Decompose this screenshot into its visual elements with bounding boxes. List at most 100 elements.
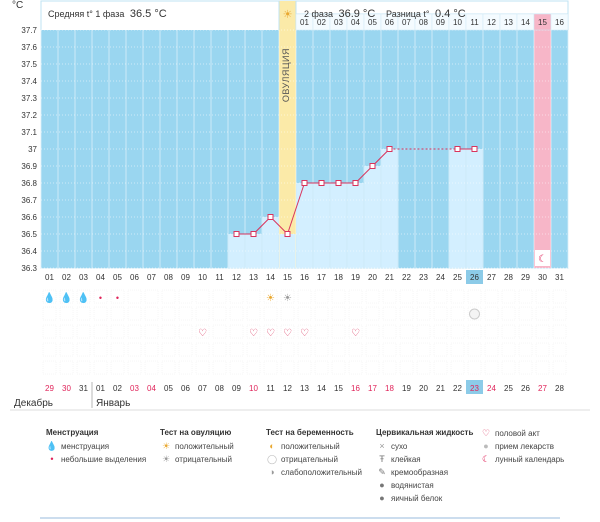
cycle-day-label: 16	[300, 273, 309, 282]
symbol-cell	[365, 360, 380, 375]
symbol-cell	[382, 324, 397, 339]
gray-sun-icon: ☀	[161, 454, 171, 464]
top-day-label: 05	[368, 18, 377, 27]
calendar-date: 01	[96, 384, 105, 393]
calendar-date: 15	[334, 384, 343, 393]
symbol-cell	[331, 360, 346, 375]
symbol-cell	[552, 342, 567, 357]
calendar-date: 03	[130, 384, 139, 393]
y-tick-label: 37.7	[21, 26, 37, 35]
symbol-cell	[280, 289, 295, 304]
symbol-cell	[365, 306, 380, 321]
symbol-cell	[365, 342, 380, 357]
symbol-cell	[382, 289, 397, 304]
temperature-point	[318, 180, 325, 186]
symbol-cell	[195, 342, 210, 357]
symbol-cell	[433, 360, 448, 375]
symbol-cell	[416, 324, 431, 339]
top-day-label: 10	[453, 18, 462, 27]
symbol-cell	[501, 342, 516, 357]
symbol-cell	[178, 324, 193, 339]
symbol-cell	[297, 289, 312, 304]
temperature-point	[454, 146, 461, 152]
symbol-cell	[144, 289, 159, 304]
symbol-cell	[450, 306, 465, 321]
spotting-icon: •	[99, 293, 102, 303]
month-january: Январь	[96, 398, 131, 409]
symbol-cell	[552, 306, 567, 321]
cycle-day-label: 23	[419, 273, 428, 282]
symbol-cell	[212, 306, 227, 321]
cycle-day-label: 30	[538, 273, 547, 282]
cycle-day-label: 10	[198, 273, 207, 282]
watery-icon: ●	[379, 480, 385, 490]
symbol-cell	[552, 289, 567, 304]
top-day-cell	[550, 13, 569, 31]
symbol-cell	[450, 324, 465, 339]
symbol-cell	[467, 324, 482, 339]
y-tick-label: 37.4	[21, 77, 37, 86]
symbol-cell	[229, 342, 244, 357]
symbol-cell	[59, 289, 74, 304]
symbol-cell	[314, 306, 329, 321]
cycle-day-label: 24	[436, 273, 445, 282]
symbol-cell	[484, 360, 499, 375]
heart-icon: ♡	[249, 328, 258, 339]
legend-dry: × сухо	[376, 441, 407, 451]
cycle-day-label: 04	[96, 273, 105, 282]
top-day-label: 15	[538, 18, 547, 27]
phase2-value: 36.9 °C	[338, 8, 376, 20]
heart-icon: ♡	[481, 428, 491, 438]
pregtest-positive-icon: ◐	[269, 441, 275, 451]
symbol-cell	[501, 289, 516, 304]
moon-icon: ☾	[481, 454, 491, 464]
symbol-cell	[280, 324, 295, 339]
spotting-icon: •	[116, 293, 119, 303]
symbol-cell	[331, 342, 346, 357]
symbol-cell	[518, 324, 533, 339]
symbol-cell	[348, 289, 363, 304]
calendar-date: 19	[402, 384, 411, 393]
cycle-day-label: 05	[113, 273, 122, 282]
symbol-cell	[93, 289, 108, 304]
cycle-day-label: 03	[79, 273, 88, 282]
cycle-day-label: 27	[487, 273, 496, 282]
y-tick-label: 36.7	[21, 196, 37, 205]
symbol-cell	[348, 342, 363, 357]
pregtest-negative-icon: ◯	[266, 454, 278, 464]
temperature-point	[352, 180, 359, 186]
y-tick-label: 37.2	[21, 111, 37, 120]
cycle-day-label: 28	[504, 273, 513, 282]
calendar-date: 02	[113, 384, 122, 393]
top-day-label: 11	[470, 18, 479, 27]
symbol-cell	[518, 306, 533, 321]
top-day-label: 04	[351, 18, 360, 27]
temperature-bar	[296, 183, 313, 268]
top-day-label: 12	[487, 18, 496, 27]
ovulation-band	[279, 1, 296, 268]
symbol-cell	[450, 289, 465, 304]
calendar-date: 04	[147, 384, 156, 393]
menstruation-icon: 💧	[43, 291, 55, 304]
temperature-bar	[364, 166, 381, 268]
symbol-cell	[93, 360, 108, 375]
legend-medication: ● прием лекарств	[480, 441, 554, 451]
cycle-day-label: 13	[249, 273, 258, 282]
cycle-day-label: 15	[283, 273, 292, 282]
calendar-date: 18	[385, 384, 394, 393]
calendar-date: 26	[521, 384, 530, 393]
symbol-cell	[110, 324, 125, 339]
temperature-point	[369, 163, 376, 169]
symbol-cell	[127, 360, 142, 375]
legend-intercourse: ♡ половой акт	[481, 428, 540, 438]
symbol-cell	[280, 306, 295, 321]
legend-ovutest-negative: ☀ отрицательный	[161, 454, 232, 464]
marked-day-column	[534, 14, 551, 268]
symbol-cell	[467, 360, 482, 375]
symbol-cell	[178, 342, 193, 357]
cycle-day-label: 02	[62, 273, 71, 282]
calendar-date: 11	[266, 384, 275, 393]
legend-pregtest-negative: ◯ отрицательный	[266, 454, 338, 464]
symbol-cell	[518, 360, 533, 375]
